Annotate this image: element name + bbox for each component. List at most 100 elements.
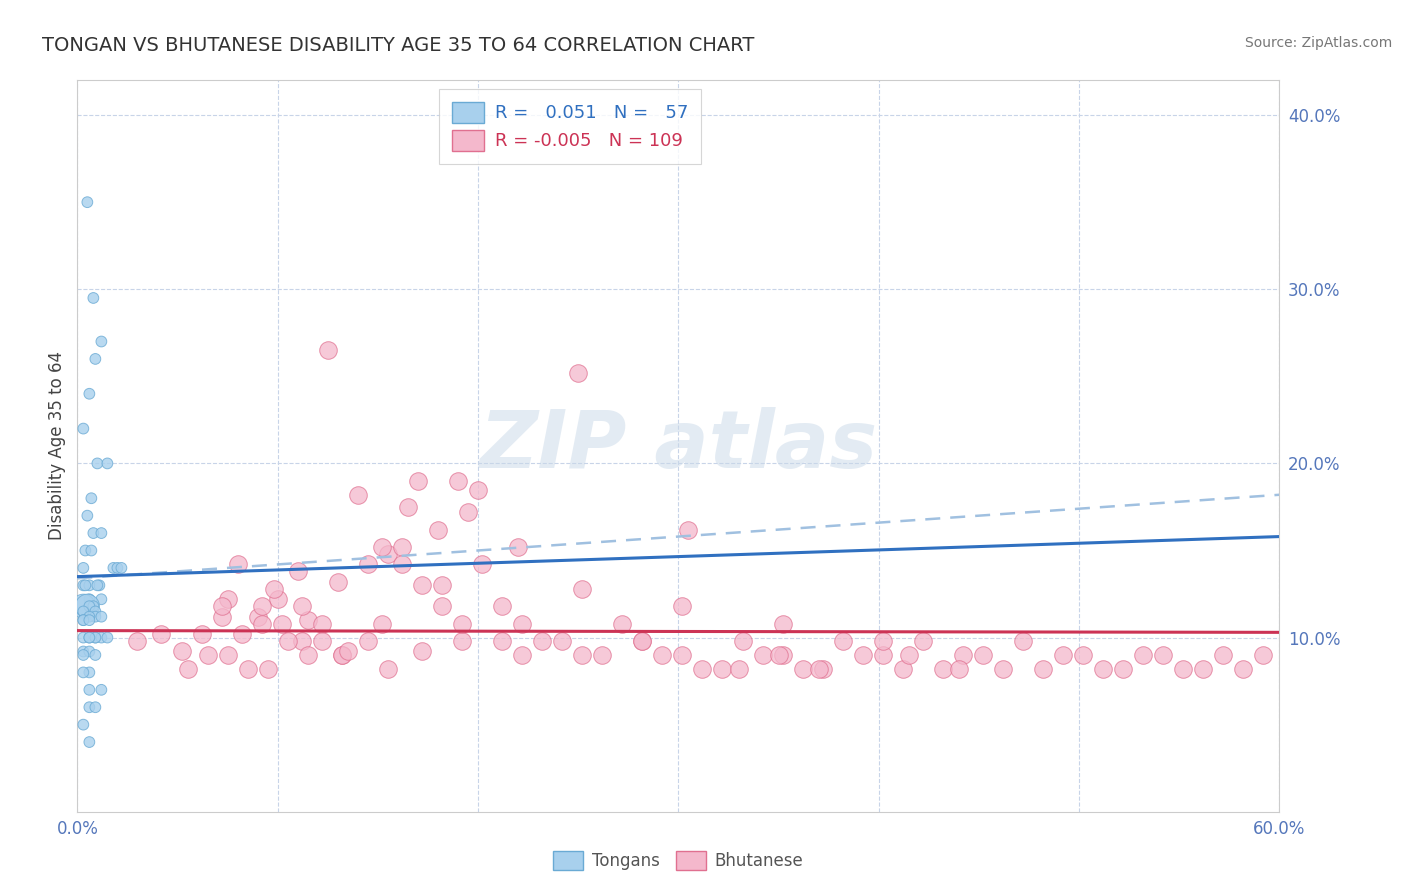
Point (79, 665, 101, 680)
Point (84, 604, 107, 618)
Point (430, 599, 453, 614)
Point (897, 648, 920, 662)
Point (807, 662, 830, 676)
Point (531, 634, 554, 648)
Point (72, 604, 94, 618)
Point (86, 457, 108, 471)
Point (226, 558, 249, 572)
Text: ZIP atlas: ZIP atlas (479, 407, 877, 485)
Point (231, 627, 253, 641)
Point (79, 682, 101, 697)
Point (89, 578, 111, 592)
Point (651, 648, 673, 662)
Point (79, 609, 101, 624)
Point (150, 627, 173, 641)
Point (911, 634, 934, 648)
Point (692, 662, 714, 676)
Point (263, 582, 285, 596)
Point (751, 648, 773, 662)
Point (250, 599, 273, 614)
Point (287, 565, 309, 579)
Point (396, 500, 419, 514)
Point (90, 526, 112, 541)
Point (336, 644, 359, 658)
Point (311, 634, 333, 648)
Point (90, 609, 112, 624)
Point (82, 526, 104, 541)
Point (80, 599, 103, 614)
Point (772, 616, 794, 631)
Point (567, 366, 589, 380)
Point (508, 540, 530, 554)
Point (291, 634, 314, 648)
Point (72, 613, 94, 627)
Point (1052, 648, 1074, 662)
Point (84, 631, 107, 645)
Point (891, 662, 914, 676)
Point (377, 547, 399, 561)
Y-axis label: Disability Age 35 to 64: Disability Age 35 to 64 (48, 351, 66, 541)
Point (510, 648, 533, 662)
Point (107, 561, 129, 575)
Point (86, 578, 108, 592)
Point (972, 648, 994, 662)
Point (948, 662, 970, 676)
Point (391, 540, 413, 554)
Point (1092, 662, 1115, 676)
Point (727, 662, 749, 676)
Point (96, 631, 118, 645)
Point (72, 665, 94, 680)
Point (79, 386, 101, 401)
Point (79, 631, 101, 645)
Point (1253, 648, 1275, 662)
Point (291, 599, 314, 614)
Point (127, 634, 149, 648)
Point (1192, 662, 1215, 676)
Point (330, 648, 353, 662)
Point (79, 599, 101, 614)
Point (457, 505, 479, 519)
Point (326, 574, 349, 589)
Point (79, 735, 101, 749)
Point (79, 631, 101, 645)
Point (84, 631, 107, 645)
Point (1132, 648, 1154, 662)
Point (250, 616, 273, 631)
Point (811, 662, 834, 676)
Point (72, 561, 94, 575)
Point (79, 700, 101, 714)
Point (551, 634, 574, 648)
Point (347, 488, 370, 502)
Point (671, 599, 693, 614)
Legend: Tongans, Bhutanese: Tongans, Bhutanese (547, 844, 810, 877)
Point (377, 662, 399, 676)
Point (246, 609, 269, 624)
Point (76, 599, 98, 614)
Point (72, 648, 94, 662)
Point (90, 682, 112, 697)
Point (72, 421, 94, 435)
Point (110, 561, 132, 575)
Point (72, 578, 94, 592)
Point (571, 648, 593, 662)
Point (190, 627, 212, 641)
Point (357, 558, 380, 572)
Point (84, 609, 107, 624)
Point (72, 717, 94, 731)
Point (510, 616, 533, 631)
Point (1232, 662, 1254, 676)
Point (90, 592, 112, 607)
Text: Source: ZipAtlas.com: Source: ZipAtlas.com (1244, 36, 1392, 50)
Point (357, 634, 380, 648)
Point (197, 648, 219, 662)
Point (79, 592, 101, 607)
Point (371, 616, 394, 631)
Point (1152, 648, 1174, 662)
Point (72, 613, 94, 627)
Point (952, 648, 974, 662)
Point (316, 343, 339, 358)
Point (90, 631, 112, 645)
Point (430, 578, 453, 592)
Point (72, 599, 94, 614)
Point (731, 634, 754, 648)
